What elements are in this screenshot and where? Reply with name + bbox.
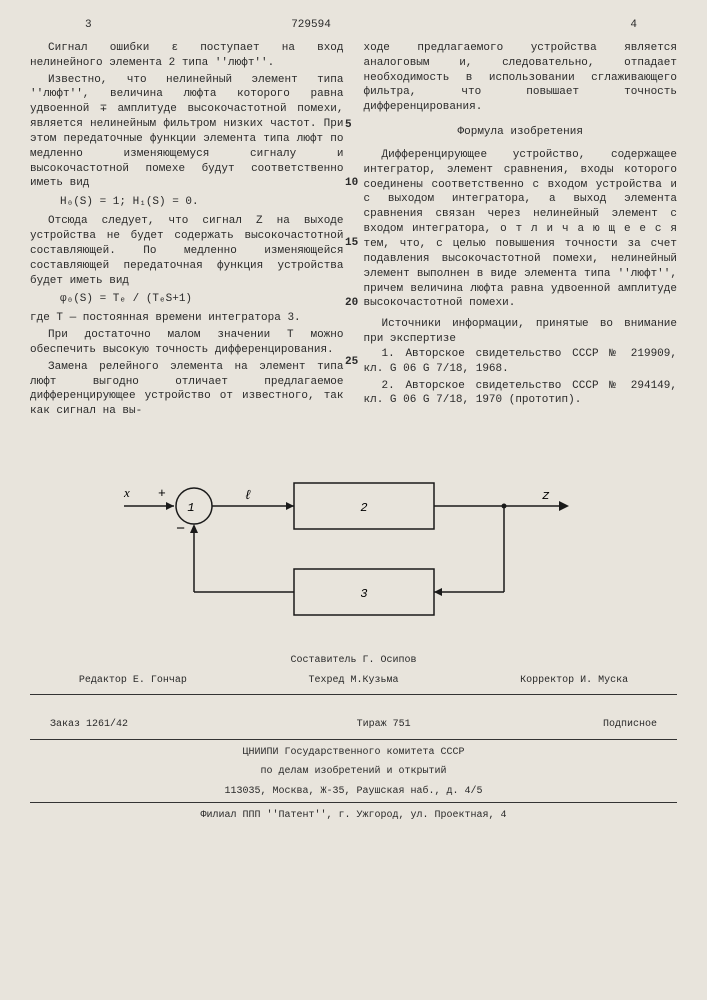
- header-row: 3 729594 4: [30, 18, 677, 33]
- right-para-2: Дифференцирующее устройство, содержащее …: [364, 148, 678, 311]
- feedback-up-arrowhead: [190, 524, 198, 533]
- z-label: z: [542, 488, 550, 503]
- references-title: Источники информации, принятые во вниман…: [364, 317, 678, 347]
- line-marker-25: 25: [345, 355, 358, 370]
- address-2: Филиал ППП ''Патент'', г. Ужгород, ул. П…: [30, 809, 677, 823]
- patent-page: 3 729594 4 5 10 15 20 25 Сигнал ошибки ε…: [0, 0, 707, 833]
- footer-divider-2: [30, 739, 677, 740]
- circulation: Тираж 751: [296, 715, 472, 735]
- footer-divider-3: [30, 802, 677, 803]
- node3-label: 3: [360, 587, 367, 601]
- table-row: Заказ 1261/42 Тираж 751 Подписное: [30, 715, 677, 735]
- table-row: Составитель Г. Осипов: [30, 651, 677, 671]
- x-label: x: [123, 485, 130, 500]
- footer-divider-1: [30, 694, 677, 695]
- claims-title: Формула изобретения: [364, 125, 678, 140]
- left-para-2: Известно, что нелинейный элемент типа ''…: [30, 73, 344, 192]
- editor: Редактор Е. Гончар: [30, 671, 236, 691]
- left-para-4: где T — постоянная времени интегратора 3…: [30, 311, 344, 326]
- output-arrowhead: [559, 501, 569, 511]
- footer-table: Составитель Г. Осипов Редактор Е. Гончар…: [30, 651, 677, 690]
- formula-h: H₀(S) = 1; H₁(S) = 0.: [60, 195, 344, 210]
- footer-table-2: Заказ 1261/42 Тираж 751 Подписное: [30, 715, 677, 735]
- left-para-3: Отсюда следует, что сигнал Z на выходе у…: [30, 214, 344, 288]
- line-marker-10: 10: [345, 176, 358, 191]
- node2-label: 2: [360, 501, 367, 515]
- reference-2: 2. Авторское свидетельство СССР № 294149…: [364, 379, 678, 409]
- patent-number: 729594: [291, 18, 331, 33]
- left-para-6: Замена релейного элемента на элемент тип…: [30, 360, 344, 419]
- table-row: Редактор Е. Гончар Техред М.Кузьма Корре…: [30, 671, 677, 691]
- left-para-1: Сигнал ошибки ε поступает на вход нелине…: [30, 41, 344, 71]
- page-number-right: 4: [630, 18, 637, 33]
- right-column: ходе предлагаемого устройства является а…: [360, 41, 678, 421]
- signed: Подписное: [471, 715, 677, 735]
- diagram-svg: x + − 1 ℓ 2 z 3: [104, 451, 604, 631]
- address-1: 113035, Москва, Ж-35, Раушская наб., д. …: [30, 785, 677, 799]
- line-marker-15: 15: [345, 236, 358, 251]
- tech-editor: Техред М.Кузьма: [236, 671, 472, 691]
- compiler: Составитель Г. Осипов: [236, 651, 472, 671]
- line-marker-20: 20: [345, 296, 358, 311]
- order-number: Заказ 1261/42: [30, 715, 296, 735]
- corrector: Корректор И. Муска: [471, 671, 677, 691]
- page-number-left: 3: [85, 18, 92, 33]
- sum-to-block2-arrowhead: [286, 502, 294, 510]
- org-line-1: ЦНИИПИ Государственного комитета СССР: [30, 746, 677, 760]
- feedback-to-block3-arrowhead: [434, 588, 442, 596]
- input-arrowhead: [166, 502, 174, 510]
- node1-label: 1: [187, 501, 194, 515]
- minus-label: −: [176, 521, 185, 538]
- left-column: Сигнал ошибки ε поступает на вход нелине…: [30, 41, 348, 421]
- reference-1: 1. Авторское свидетельство СССР № 219909…: [364, 347, 678, 377]
- block-diagram: x + − 1 ℓ 2 z 3: [104, 451, 604, 631]
- epsilon-label: ℓ: [244, 488, 252, 503]
- line-marker-5: 5: [345, 118, 352, 133]
- org-line-2: по делам изобретений и открытий: [30, 765, 677, 779]
- formula-phi: φ₀(S) = Tₑ / (TₑS+1): [60, 292, 344, 307]
- plus-label: +: [158, 486, 166, 501]
- left-para-5: При достаточно малом значении T можно об…: [30, 328, 344, 358]
- right-para-1: ходе предлагаемого устройства является а…: [364, 41, 678, 115]
